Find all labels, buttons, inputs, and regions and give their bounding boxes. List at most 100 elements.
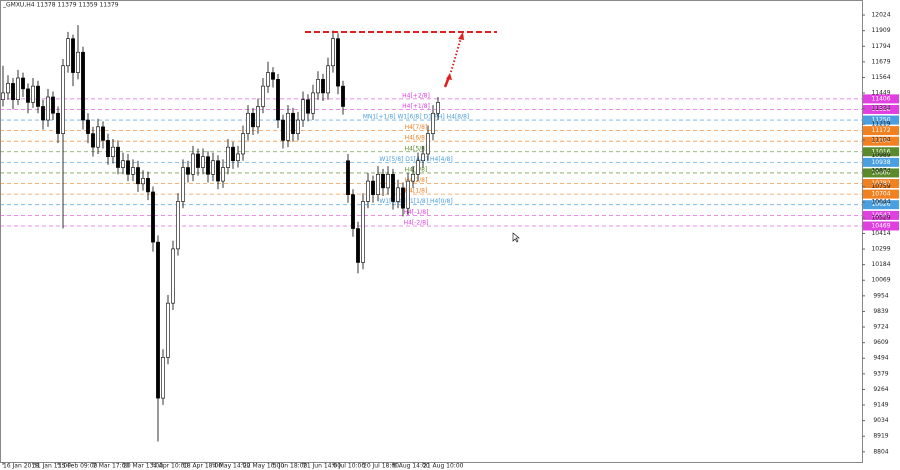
candle-body	[391, 174, 395, 202]
candle-body	[186, 167, 190, 175]
candle-body	[161, 357, 165, 399]
price-box	[863, 210, 899, 220]
candle-body	[241, 133, 245, 155]
candle-body	[191, 153, 195, 175]
y-tick-label: 11104	[871, 136, 890, 143]
price-box-label: 10704	[871, 191, 890, 198]
candle-body	[356, 228, 360, 263]
x-tick-label: 5 Jun 18:00	[273, 463, 307, 470]
candle-body	[301, 99, 305, 121]
price-box	[863, 126, 899, 136]
x-tick-label: 20 Mar 13:00	[123, 463, 163, 470]
level-label: W1[5/8] D1[4/8] H4[4/8]	[379, 156, 452, 163]
y-tick-label: 10529	[871, 214, 890, 221]
candle-body	[106, 140, 110, 157]
candle-body	[331, 38, 335, 67]
candle-body	[61, 65, 65, 134]
price-box	[863, 221, 899, 231]
level-label: W1[4/8] D1[1/8] H4[0/8]	[379, 198, 452, 205]
candle-body	[276, 79, 280, 121]
candle-body	[16, 77, 20, 100]
y-tick-label: 10299	[871, 246, 890, 253]
candle-body	[256, 106, 260, 128]
candle-body	[141, 178, 145, 185]
candle-body	[31, 85, 35, 103]
x-tick-label: 6 Aug 14:00	[393, 463, 430, 470]
candle-body	[121, 160, 125, 168]
x-tick-label: 6 Jul 10:00	[333, 463, 365, 470]
price-box-label: 10782	[871, 180, 890, 187]
price-box	[863, 157, 899, 167]
y-tick-label: 10989	[871, 152, 890, 159]
candle-body	[166, 302, 170, 358]
cursor	[512, 232, 520, 243]
candle-body	[376, 174, 380, 195]
y-tick-label: 8804	[873, 448, 888, 455]
candle-body	[426, 133, 430, 155]
price-box	[863, 136, 899, 146]
price-box	[863, 189, 899, 199]
candle-body	[76, 51, 80, 73]
candle-body	[26, 88, 30, 103]
candle-body	[196, 153, 200, 168]
candle-body	[41, 106, 45, 121]
x-tick-label: 4 May 14:00	[213, 463, 251, 470]
y-tick-label: 12024	[871, 12, 890, 19]
level-label: H4[1/8]	[405, 188, 428, 195]
y-tick-label: 9954	[873, 292, 888, 299]
level-label: H4[3/8]	[405, 166, 428, 173]
y-tick-label: 9724	[873, 324, 888, 331]
candle-body	[286, 112, 290, 141]
candle-body	[411, 174, 415, 182]
candle-body	[101, 126, 105, 141]
candle-body	[36, 85, 40, 107]
candle-body	[131, 167, 135, 175]
y-tick-label: 10874	[871, 168, 890, 175]
candle-body	[226, 146, 230, 168]
candle-body	[51, 96, 55, 114]
level-label: MN1[+1/8] W1[6/8] D1[PH] H4[8/8]	[363, 114, 470, 121]
candle-body	[211, 160, 215, 175]
candle-body	[311, 92, 315, 114]
price-box	[863, 104, 899, 114]
x-tick-label: 15 Feb 09:00	[58, 463, 98, 470]
candle-body	[351, 194, 355, 229]
y-tick-label: 9494	[873, 355, 888, 362]
y-tick-label: 11219	[871, 121, 890, 128]
candle-body	[206, 156, 210, 175]
y-tick-label: 9839	[873, 308, 888, 315]
candle-body	[246, 112, 250, 134]
price-box-label: 11250	[871, 117, 890, 124]
candle-body	[6, 83, 10, 94]
candle-body	[291, 112, 295, 134]
candle-body	[111, 146, 115, 157]
y-tick-label: 9034	[873, 417, 888, 424]
candle-body	[431, 112, 435, 134]
candle-body	[371, 180, 375, 195]
price-box-label: 10469	[871, 222, 890, 229]
price-box-label: 10938	[871, 159, 890, 166]
x-tick-label: 21 Jun 14:00	[303, 463, 341, 470]
candle-body	[91, 133, 95, 148]
candle-body	[296, 119, 300, 134]
candle-body	[316, 79, 320, 94]
y-tick-label: 9379	[873, 370, 888, 377]
x-tick-label: 20 Jul 18:00	[363, 463, 399, 470]
price-box-label: 11328	[871, 106, 890, 113]
candle-body	[11, 83, 15, 100]
level-label: H4[6/8]	[405, 135, 428, 142]
candle-body	[86, 119, 90, 134]
candle-body	[96, 126, 100, 148]
candles	[1, 25, 440, 442]
level-label: H4[7/8]	[405, 124, 428, 131]
candle-body	[361, 201, 365, 263]
price-box-label: 10626	[871, 201, 890, 208]
candle-body	[201, 156, 205, 168]
dotted-arrow	[450, 37, 462, 73]
chart-title: _GMXU,H4 11378 11379 11359 11379	[2, 2, 119, 9]
candle-body	[271, 72, 275, 80]
level-label: H4[2/8]	[405, 177, 428, 184]
price-box-label: 10547	[871, 212, 890, 219]
candle-body	[421, 153, 425, 162]
